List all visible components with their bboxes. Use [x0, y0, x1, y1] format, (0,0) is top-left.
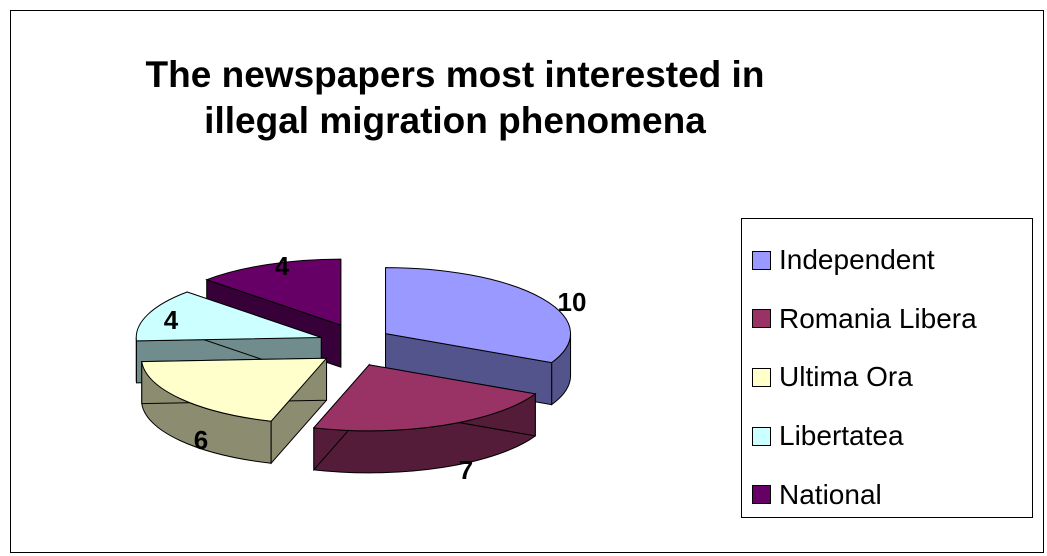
legend-swatch-independent: [752, 250, 771, 270]
data-label-independent: 10: [558, 287, 587, 317]
chart-title-line-2: illegal migration phenomena: [204, 100, 706, 141]
legend-swatch-libertatea: [752, 426, 771, 446]
legend-swatch-romania-libera: [752, 309, 771, 329]
legend-item-national: National: [742, 465, 1032, 524]
pie-slice-romania-libera: [312, 363, 537, 474]
legend-item-romania-libera: Romania Libera: [742, 290, 1032, 349]
chart-legend: Independent Romania Libera Ultima Ora Li…: [741, 218, 1033, 518]
data-label-libertatea: 4: [164, 305, 179, 335]
legend-label-libertatea: Libertatea: [779, 420, 904, 452]
legend-label-independent: Independent: [779, 244, 935, 276]
data-label-romania-libera: 7: [459, 455, 473, 485]
chart-title-line-1: The newspapers most interested in: [145, 54, 765, 95]
legend-item-independent: Independent: [742, 231, 1032, 290]
chart-title: The newspapers most interested in illega…: [60, 52, 850, 144]
legend-swatch-ultima-ora: [752, 367, 771, 387]
pie-slice-independent: [385, 267, 572, 406]
data-label-national: 4: [275, 251, 290, 281]
legend-swatch-national: [752, 485, 771, 505]
legend-label-ultima-ora: Ultima Ora: [779, 361, 913, 393]
legend-item-ultima-ora: Ultima Ora: [742, 348, 1032, 407]
legend-label-national: National: [779, 478, 882, 510]
legend-label-romania-libera: Romania Libera: [779, 302, 977, 334]
pie-slice-ultima-ora: [141, 356, 328, 465]
data-label-ultima-ora: 6: [194, 425, 208, 455]
legend-item-libertatea: Libertatea: [742, 407, 1032, 466]
